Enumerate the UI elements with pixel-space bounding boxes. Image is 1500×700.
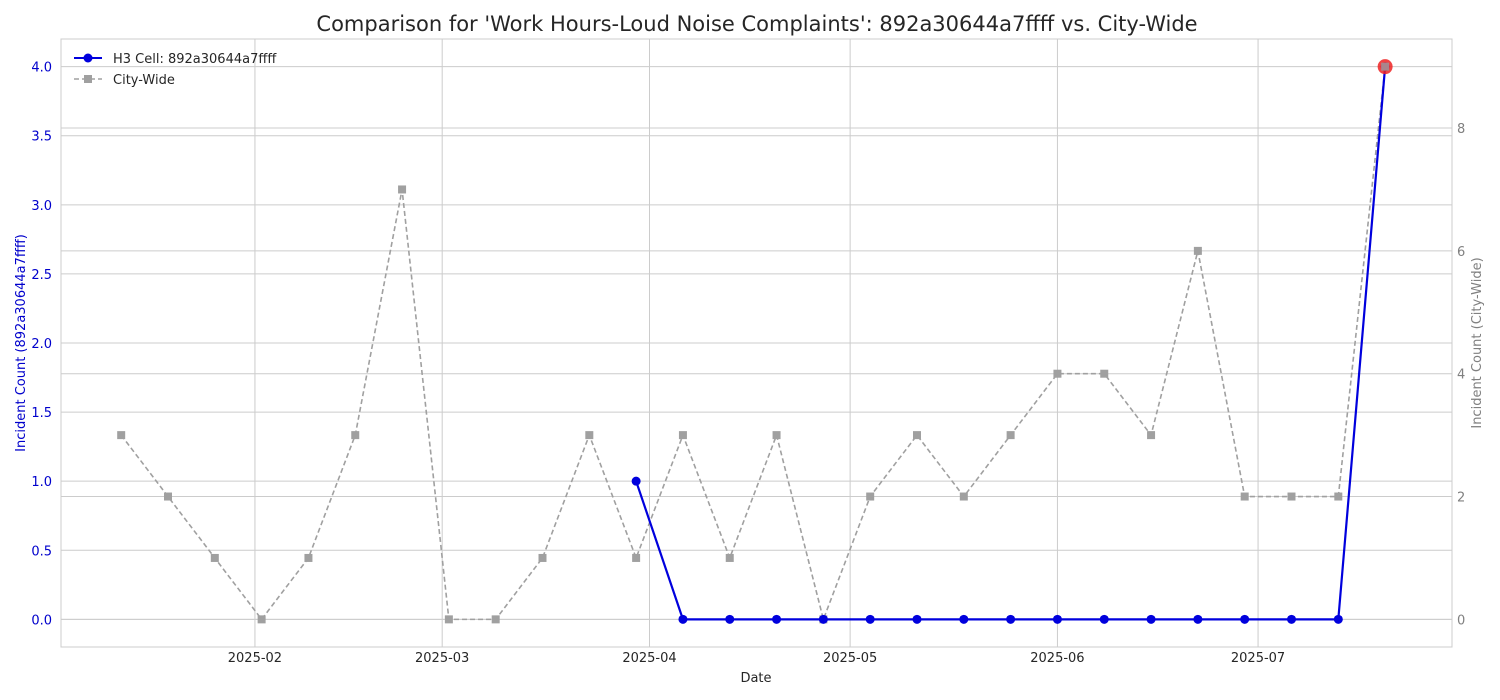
city-wide-point <box>678 431 687 440</box>
h3-cell-point <box>865 614 875 624</box>
h3-cell-point <box>678 614 688 624</box>
x-tick-label: 2025-06 <box>1030 651 1084 666</box>
legend-label-city-wide: City-Wide <box>113 73 175 88</box>
right-tick-label: 4 <box>1457 368 1465 383</box>
h3-cell-point <box>1006 614 1016 624</box>
city-wide-point <box>164 492 172 501</box>
left-tick-label: 1.5 <box>31 406 52 421</box>
x-tick-label: 2025-07 <box>1231 651 1285 666</box>
city-wide-point <box>257 615 266 624</box>
city-wide-point <box>1193 246 1202 255</box>
left-y-axis-label: Incident Count (892a30644a7ffff) <box>14 234 29 452</box>
h3-cell-point <box>1099 614 1109 624</box>
city-wide-point <box>351 431 360 440</box>
h3-cell-point <box>1240 614 1250 624</box>
legend: H3 Cell: 892a30644a7ffff City-Wide <box>74 52 277 88</box>
legend-marker-h3-cell <box>83 53 93 63</box>
left-tick-label: 3.5 <box>31 130 52 145</box>
plot-frame <box>60 38 1453 648</box>
x-tick-label: 2025-04 <box>622 651 676 666</box>
h3-cell-point <box>1193 614 1203 624</box>
city-wide-point <box>1053 369 1062 378</box>
left-tick-label: 3.0 <box>31 199 52 214</box>
h3-cell-point <box>912 614 922 624</box>
city-wide-point <box>491 615 500 624</box>
x-axis-label: Date <box>740 671 771 686</box>
city-wide-point <box>772 431 781 440</box>
grid <box>61 39 1452 647</box>
x-tick-label: 2025-03 <box>415 651 469 666</box>
series-h3-cell <box>631 62 1390 624</box>
left-tick-label: 2.5 <box>31 268 52 283</box>
right-tick-label: 0 <box>1457 613 1465 628</box>
right-tick-label: 2 <box>1457 491 1465 506</box>
left-tick-label: 2.0 <box>31 337 52 352</box>
city-wide-point <box>866 492 875 501</box>
city-wide-line <box>120 66 1386 623</box>
right-tick-label: 6 <box>1457 245 1465 260</box>
x-tick-label: 2025-05 <box>823 651 877 666</box>
left-tick-label: 0.0 <box>31 613 52 628</box>
right-tick-label: 8 <box>1457 122 1465 137</box>
left-tick-label: 4.0 <box>31 61 52 76</box>
city-wide-point <box>1381 62 1390 71</box>
city-wide-point <box>444 615 453 624</box>
city-wide-point <box>913 431 921 440</box>
h3-cell-point <box>818 614 828 624</box>
city-wide-point <box>1100 369 1109 378</box>
city-wide-point <box>1334 492 1343 501</box>
legend-label-h3-cell: H3 Cell: 892a30644a7ffff <box>113 52 277 67</box>
city-wide-point <box>117 431 126 440</box>
h3-cell-point <box>1146 614 1156 624</box>
city-wide-point <box>398 185 407 194</box>
x-axis-ticks: 2025-02 2025-03 2025-04 2025-05 2025-06 2025-… <box>228 651 1285 666</box>
city-wide-point <box>959 492 968 501</box>
city-wide-point <box>725 553 734 562</box>
city-wide-point <box>1287 492 1296 501</box>
h3-cell-point <box>1333 614 1343 624</box>
right-axis-ticks: 0 2 4 6 8 <box>1457 122 1465 628</box>
city-wide-point <box>1147 431 1156 440</box>
h3-cell-point <box>1052 614 1062 624</box>
city-wide-point <box>1240 492 1249 501</box>
left-tick-label: 0.5 <box>31 544 52 559</box>
h3-cell-point <box>631 476 641 486</box>
h3-cell-point <box>959 614 969 624</box>
city-wide-point <box>210 553 219 562</box>
chart-title: Comparison for 'Work Hours-Loud Noise Co… <box>316 12 1197 36</box>
highlight-marker-group <box>1377 59 1393 75</box>
city-wide-point <box>538 553 547 562</box>
x-tick-label: 2025-02 <box>228 651 282 666</box>
h3-cell-point <box>725 614 735 624</box>
left-tick-label: 1.0 <box>31 475 52 490</box>
city-wide-point <box>1006 431 1015 440</box>
city-wide-point <box>304 553 313 562</box>
right-y-axis-label: Incident Count (City-Wide) <box>1470 257 1485 428</box>
h3-cell-point <box>1287 614 1296 624</box>
h3-cell-point <box>772 614 782 624</box>
left-axis-ticks: 0.0 0.5 1.0 1.5 2.0 2.5 3.0 3.5 4.0 <box>31 61 52 629</box>
city-wide-point <box>585 431 594 440</box>
legend-marker-city-wide <box>84 75 92 83</box>
city-wide-point <box>632 553 641 562</box>
